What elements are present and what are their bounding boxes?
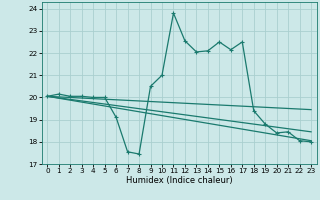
X-axis label: Humidex (Indice chaleur): Humidex (Indice chaleur) xyxy=(126,176,233,185)
